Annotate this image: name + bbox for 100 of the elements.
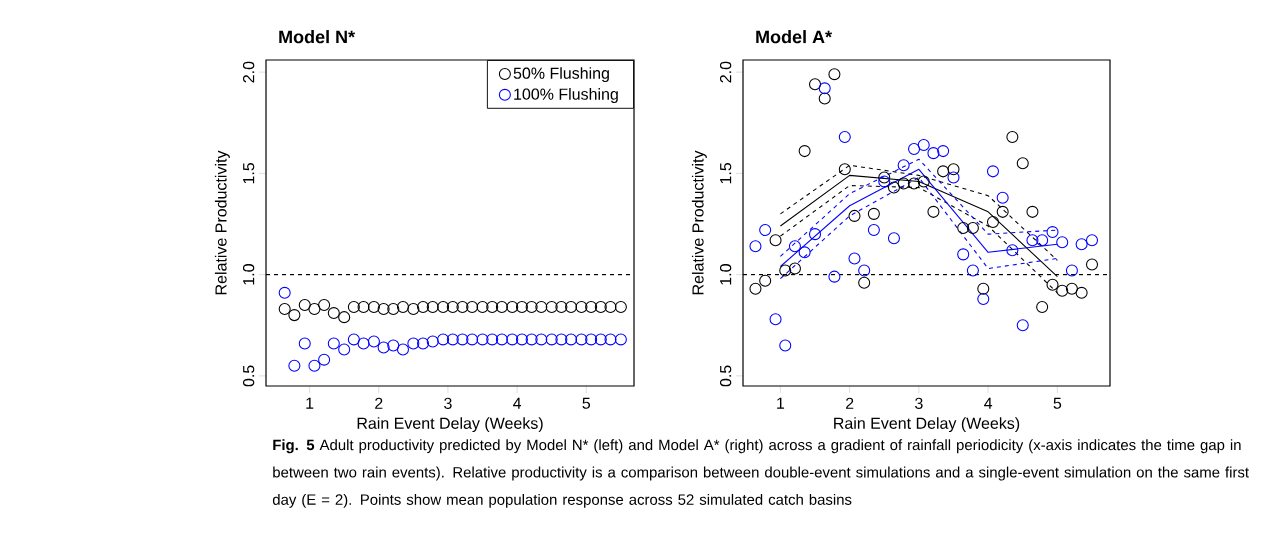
point [308, 303, 321, 316]
point [327, 307, 340, 320]
point [278, 303, 291, 316]
point [1046, 226, 1059, 239]
point [769, 234, 782, 247]
point [858, 264, 871, 277]
point [308, 359, 321, 372]
point [396, 343, 410, 356]
point [515, 300, 528, 314]
point [565, 300, 578, 314]
point [466, 333, 479, 346]
point [476, 300, 489, 314]
point [407, 337, 420, 350]
point [585, 300, 598, 314]
y-axis-title: Relative Productivity [214, 150, 230, 295]
point [407, 303, 420, 316]
point [1065, 282, 1078, 295]
point [937, 145, 950, 158]
point [986, 215, 1000, 229]
point [1085, 258, 1099, 271]
point [779, 339, 792, 352]
point [338, 311, 351, 324]
point [917, 175, 930, 188]
point [798, 145, 811, 158]
point [367, 335, 380, 348]
point [396, 300, 410, 314]
point [525, 333, 538, 346]
point [808, 78, 822, 91]
point [347, 300, 360, 314]
point [1016, 157, 1029, 170]
point [347, 333, 360, 346]
point [288, 309, 301, 322]
point [1046, 278, 1059, 291]
point [927, 147, 940, 160]
point [575, 300, 588, 314]
point [476, 333, 489, 346]
point [996, 191, 1009, 204]
y-axis-title: Relative Productivity [691, 150, 707, 295]
point [788, 240, 801, 253]
point [456, 300, 469, 314]
y-tick-label: 2.0 [242, 61, 255, 83]
point [604, 333, 617, 346]
point [446, 300, 459, 314]
x-axis-title: Rain Event Delay (Weeks) [834, 417, 1020, 433]
point [759, 224, 772, 237]
point [525, 300, 538, 314]
point [486, 333, 499, 346]
point [555, 300, 568, 314]
point [327, 337, 340, 350]
point [867, 207, 880, 220]
point [565, 333, 578, 346]
point [779, 264, 792, 277]
y-tick-label: 0.5 [719, 365, 732, 387]
point [1016, 319, 1029, 332]
point [426, 335, 439, 348]
point [798, 246, 811, 259]
point [417, 300, 430, 314]
point [495, 300, 508, 314]
point [838, 130, 851, 143]
point [908, 143, 921, 156]
point [1026, 205, 1039, 218]
point [387, 303, 400, 316]
point [506, 300, 519, 314]
text: Fig. 5 Adult productivity predicted by Model N* (left) and Model A* (right) across a gradient of rainfall periodicity (x-axis indicates the time gap in between two rain events). Relative productivity is a comparison between double-event simulations and a single-event simulation on the same first day (E = 2). Points show mean population response across 52 simulated catch basins [272, 439, 1249, 508]
point [426, 300, 439, 314]
point [986, 165, 1000, 178]
point [749, 240, 762, 253]
point [769, 313, 782, 326]
point [288, 359, 301, 372]
point [1026, 234, 1039, 247]
x-tick-label: 3 [915, 397, 923, 410]
point [604, 300, 617, 314]
x-tick-label: 4 [513, 397, 522, 409]
point [318, 353, 331, 366]
point [927, 205, 940, 218]
point [908, 177, 921, 190]
chart-title: Model N* [279, 30, 356, 44]
point [318, 298, 331, 312]
point [486, 300, 499, 314]
point [828, 270, 841, 283]
x-tick-label: 5 [582, 397, 591, 409]
y-tick-label: 1.5 [720, 162, 732, 184]
point [878, 171, 891, 184]
x-tick-label: 4 [984, 397, 993, 409]
point [555, 333, 568, 346]
legend-label: 50% Flushing [513, 67, 609, 83]
point [749, 282, 762, 295]
point [1056, 284, 1069, 297]
y-tick-label: 0.5 [242, 365, 255, 387]
point [535, 333, 548, 346]
point [1006, 130, 1019, 143]
point [1075, 238, 1088, 251]
x-tick-label: 1 [306, 397, 314, 409]
point [1036, 300, 1049, 314]
point [867, 224, 880, 237]
point [456, 333, 469, 346]
point [818, 82, 831, 95]
point [887, 181, 900, 194]
point [437, 333, 450, 346]
point [848, 209, 861, 222]
